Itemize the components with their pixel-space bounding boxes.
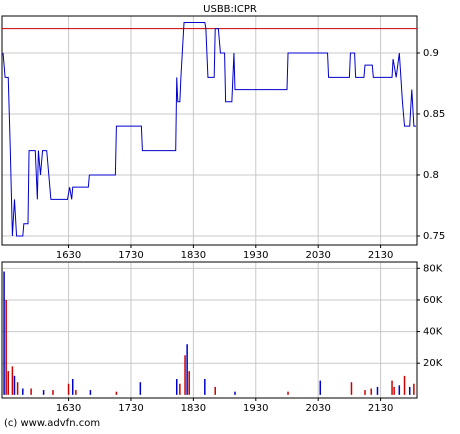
- volume-bar: [287, 391, 289, 395]
- volume-bar: [186, 344, 188, 395]
- y-tick-label: 0.75: [423, 231, 445, 242]
- x-tick-label: 2030: [305, 403, 330, 414]
- volume-bar: [179, 383, 181, 395]
- volume-bar: [408, 386, 411, 395]
- volume-bar: [234, 391, 236, 395]
- x-tick-label: 1630: [56, 250, 81, 261]
- footer: (c) www.advfn.com: [4, 418, 100, 429]
- volume-bar: [370, 388, 372, 395]
- volume-bar: [376, 386, 379, 395]
- volume-bar: [139, 382, 142, 395]
- x-tick-label: 2130: [368, 250, 393, 261]
- volume-bar: [175, 379, 178, 395]
- volume-bar: [5, 299, 7, 395]
- volume-bar: [89, 390, 92, 395]
- volume-bar: [67, 383, 70, 395]
- x-tick-label: 1630: [56, 403, 81, 414]
- y-tick-label: 80K: [423, 263, 443, 274]
- volume-bar: [13, 375, 16, 395]
- volume-bar: [30, 388, 32, 395]
- y-tick-label: 60K: [423, 295, 443, 306]
- volume-bar: [11, 366, 14, 395]
- volume-bar: [7, 371, 9, 395]
- plot-frame: [1, 261, 418, 399]
- x-tick-label: 1730: [118, 403, 143, 414]
- x-tick-label: 1730: [118, 250, 143, 261]
- volume-bar: [393, 386, 395, 395]
- volume-bar: [22, 388, 24, 395]
- y-tick-label: 0.85: [423, 109, 445, 120]
- x-tick-label: 2130: [368, 403, 393, 414]
- x-tick-label: 1830: [181, 403, 206, 414]
- volume-bar: [42, 390, 45, 395]
- volume-bar: [75, 390, 77, 395]
- x-tick-label: 1930: [243, 403, 268, 414]
- y-tick-label: 0.8: [423, 170, 439, 181]
- y-tick-label: 20K: [423, 358, 443, 369]
- volume-bar: [16, 382, 19, 395]
- volume-bar: [391, 380, 393, 395]
- volume-bar: [52, 390, 54, 395]
- volume-bar: [398, 385, 401, 395]
- x-tick-label: 1930: [243, 250, 268, 261]
- x-tick-label: 1830: [181, 250, 206, 261]
- volume-bar: [184, 355, 186, 395]
- volume-bar: [71, 379, 74, 395]
- volume-bar: [188, 371, 190, 395]
- x-tick-label: 2030: [305, 250, 330, 261]
- volume-bar: [413, 383, 415, 395]
- y-tick-label: 40K: [423, 327, 443, 338]
- price-line: [2, 21, 416, 237]
- volume-bar: [364, 390, 366, 395]
- volume-bar: [319, 380, 322, 395]
- y-tick-label: 0.9: [423, 48, 439, 59]
- volume-bar: [214, 386, 216, 395]
- chart-title: USBB:ICPR: [203, 4, 257, 15]
- volume-bar: [350, 382, 353, 395]
- plot-frame: [1, 15, 418, 246]
- volume-bar: [204, 379, 206, 395]
- volume-bar: [403, 375, 406, 395]
- volume-bar: [3, 271, 5, 395]
- volume-bar: [115, 391, 118, 395]
